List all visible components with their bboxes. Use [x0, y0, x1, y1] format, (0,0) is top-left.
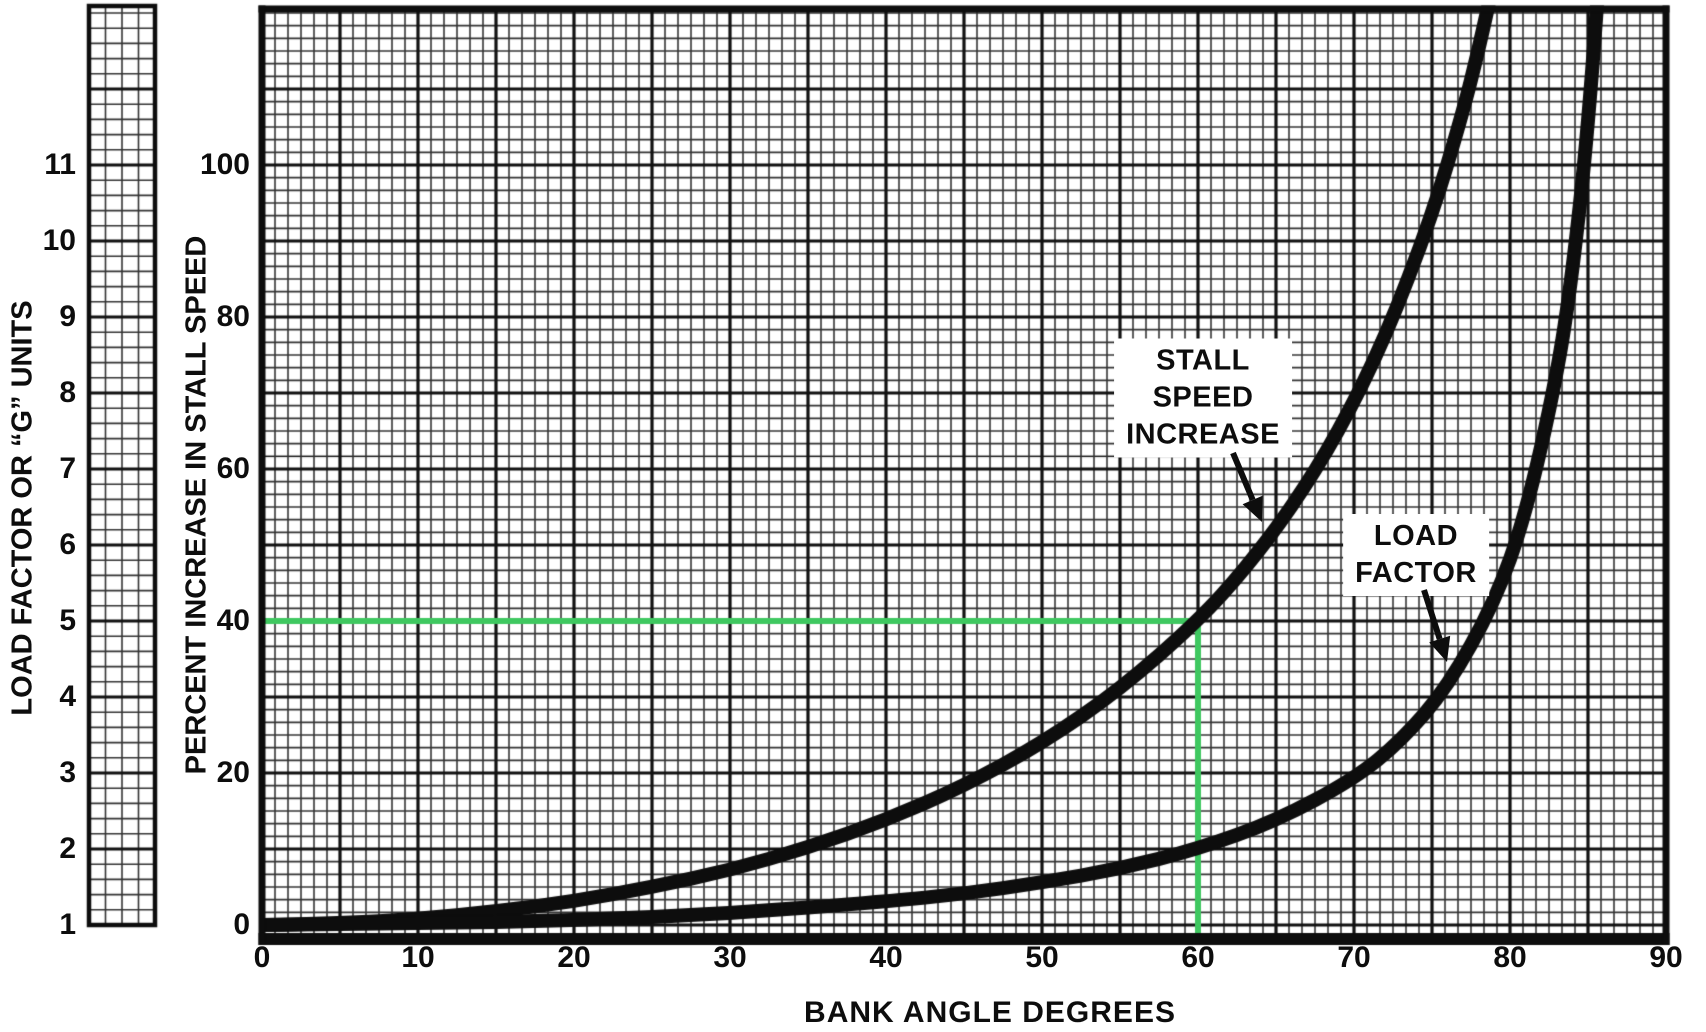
bank-angle-tick-label: 10 — [401, 941, 435, 974]
load-factor-tick-label: 10 — [42, 224, 76, 257]
load-factor-tick-label: 2 — [59, 832, 76, 865]
percent-axis-title: PERCENT INCREASE IN STALL SPEED — [180, 235, 213, 775]
load-label-arrow-icon — [1421, 589, 1451, 662]
bank-angle-tick-label: 50 — [1025, 941, 1059, 974]
bank-angle-tick-label: 0 — [253, 941, 271, 974]
load-factor-tick-label: 1 — [59, 908, 76, 941]
load-factor-tick-label: 4 — [59, 680, 76, 713]
stall-speed-curve-label-line: STALL — [1156, 344, 1250, 377]
load-factor-tick-label: 8 — [59, 376, 76, 409]
bank-angle-tick-label: 70 — [1337, 941, 1371, 974]
load-factor-tick-label: 5 — [59, 604, 76, 637]
stall-label-arrow-icon — [1230, 451, 1263, 522]
load-factor-tick-label: 9 — [59, 300, 76, 333]
load-factor-curve-label-line: LOAD — [1373, 520, 1459, 552]
load-factor-tick-label: 11 — [44, 148, 76, 181]
bank-angle-tick-label: 40 — [869, 941, 903, 974]
load-factor-curve-label: LOAD FACTOR — [1343, 514, 1489, 596]
stall-speed-curve-label: STALL SPEED INCREASE — [1114, 338, 1292, 458]
load-factor-axis-title: LOAD FACTOR OR “G” UNITS — [6, 300, 39, 716]
load-factor-tick-label: 6 — [59, 528, 76, 561]
bank-angle-tick-label: 30 — [713, 941, 747, 974]
percent-tick-label: 20 — [216, 756, 250, 789]
stall-speed-curve-label-line: SPEED — [1152, 381, 1254, 414]
bank-angle-tick-label: 20 — [557, 941, 591, 974]
x-axis-title: BANK ANGLE DEGREES — [804, 996, 1176, 1029]
stall-speed-curve-label-line: INCREASE — [1126, 418, 1280, 451]
percent-tick-label: 100 — [199, 148, 250, 181]
load-factor-tick-label: 3 — [59, 756, 76, 789]
bank-angle-tick-label: 60 — [1181, 941, 1215, 974]
load-factor-tick-label: 7 — [59, 452, 76, 485]
bank-angle-tick-label: 90 — [1649, 941, 1683, 974]
percent-tick-label: 40 — [216, 604, 250, 637]
percent-tick-label: 80 — [216, 300, 250, 333]
load-factor-curve-label-line: FACTOR — [1355, 557, 1477, 589]
bank-angle-tick-label: 80 — [1493, 941, 1527, 974]
percent-tick-label: 60 — [216, 452, 250, 485]
percent-tick-label: 0 — [233, 908, 250, 941]
